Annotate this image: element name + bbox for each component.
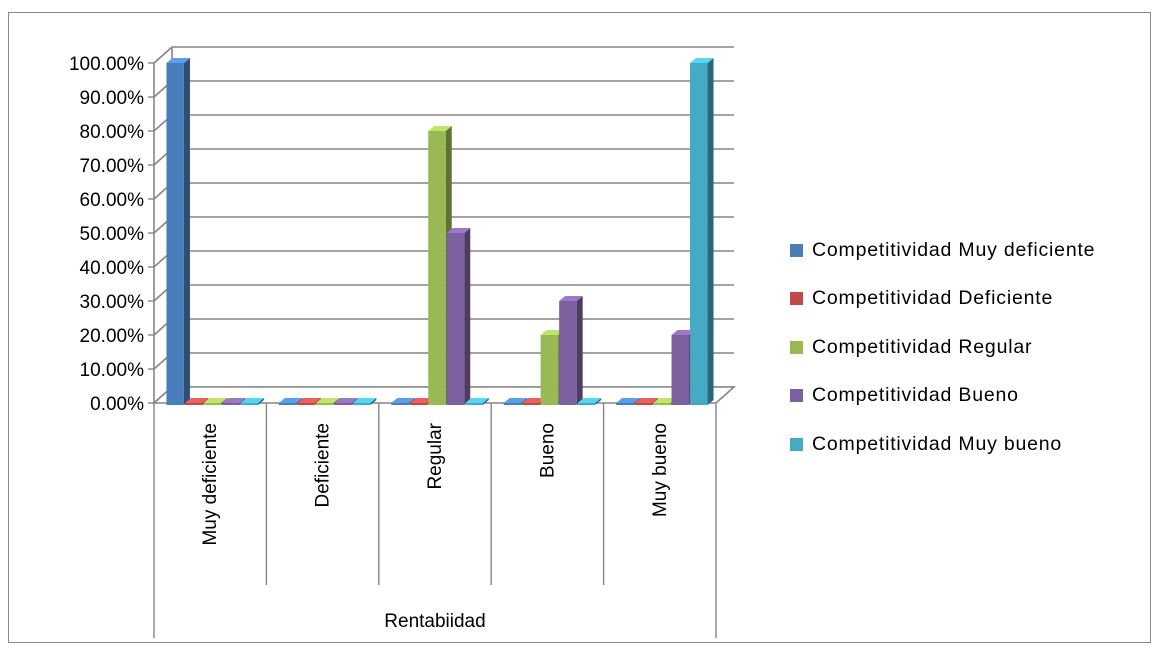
bar-top [540, 330, 565, 335]
bar-side [183, 58, 190, 405]
legend-swatch [790, 437, 803, 451]
legend-label: Competitividad Muy deficiente [812, 238, 1096, 261]
legend: Competitividad Muy deficiente Competitiv… [790, 226, 1095, 469]
bar [653, 403, 671, 405]
bar-top [671, 330, 696, 335]
y-tick-label: 0.00% [90, 394, 144, 415]
bar-top [690, 58, 714, 63]
y-tick-label: 90.00% [80, 88, 145, 109]
bar [315, 403, 334, 405]
legend-label: Competitividad Regular [812, 335, 1033, 358]
category-label: Regular [425, 422, 446, 489]
legend-swatch [790, 292, 803, 306]
bar [540, 335, 559, 405]
bar-side [576, 296, 583, 405]
bar-top [428, 126, 452, 131]
y-tick-label: 70.00% [80, 156, 145, 177]
legend-item: Competitividad Muy bueno [790, 420, 1095, 469]
bar [240, 403, 258, 405]
bar [690, 63, 708, 405]
bar-top [559, 296, 583, 301]
legend-swatch [790, 243, 803, 257]
bar [409, 403, 428, 405]
bar-top [352, 398, 377, 403]
bar-side [482, 398, 489, 405]
bar [616, 403, 634, 405]
bar-top [203, 398, 227, 403]
legend-swatch [790, 389, 803, 403]
bar [334, 403, 352, 405]
y-tick-label: 10.00% [80, 360, 145, 381]
bar-top [297, 398, 321, 403]
bar-top [503, 398, 528, 403]
bar [671, 335, 690, 405]
bar [278, 403, 297, 405]
bar [166, 63, 184, 405]
legend-label: Competitividad Muy bueno [812, 432, 1063, 455]
legend-item: Competitividad Bueno [790, 372, 1095, 421]
bar-top [166, 58, 190, 63]
bar-top [634, 398, 659, 403]
bar-side [707, 58, 714, 405]
bar [522, 403, 540, 405]
legend-swatch [790, 340, 803, 354]
bar-side [370, 398, 377, 405]
bar-top [446, 228, 471, 233]
category-label: Muy deficiente [200, 423, 221, 546]
bar [203, 403, 221, 405]
legend-item: Competitividad Deficiente [790, 275, 1095, 324]
bar-top [334, 398, 358, 403]
legend-item: Competitividad Muy deficiente [790, 226, 1095, 275]
bar-top [391, 398, 415, 403]
bar [446, 233, 465, 405]
bar-top [184, 398, 209, 403]
category-label: Bueno [537, 423, 558, 478]
bar-top [653, 398, 677, 403]
y-tick-label: 50.00% [80, 224, 145, 245]
bar-top [409, 398, 434, 403]
bar [559, 301, 577, 405]
bar-top [616, 398, 640, 403]
bar-top [278, 398, 303, 403]
bar [221, 403, 240, 405]
bar-top [465, 398, 489, 403]
y-tick-label: 80.00% [80, 122, 145, 143]
bar [634, 403, 653, 405]
bar-top [240, 398, 264, 403]
bar [465, 403, 483, 405]
bar-side [464, 228, 471, 405]
bar-side [257, 398, 264, 405]
category-label: Muy bueno [650, 423, 671, 517]
y-tick-label: 40.00% [80, 258, 145, 279]
bar-top [577, 398, 602, 403]
bar-top [315, 398, 340, 403]
y-tick-label: 30.00% [80, 292, 145, 313]
bar [297, 403, 315, 405]
bar-side [595, 398, 602, 405]
legend-label: Competitividad Bueno [812, 384, 1019, 407]
bar [184, 403, 203, 405]
y-tick-label: 100.00% [69, 54, 144, 75]
bar-top [522, 398, 546, 403]
bar [503, 403, 522, 405]
y-tick-label: 20.00% [80, 326, 145, 347]
legend-label: Competitividad Deficiente [812, 287, 1054, 310]
x-axis-title: Rentabiidad [384, 611, 485, 632]
bar-top [221, 398, 246, 403]
bar [577, 403, 596, 405]
gridline [153, 46, 173, 64]
bar [428, 131, 446, 405]
category-label: Deficiente [313, 423, 334, 508]
legend-item: Competitividad Regular [790, 323, 1095, 372]
bar [391, 403, 409, 405]
y-tick-label: 60.00% [80, 190, 145, 211]
bar [352, 403, 371, 405]
